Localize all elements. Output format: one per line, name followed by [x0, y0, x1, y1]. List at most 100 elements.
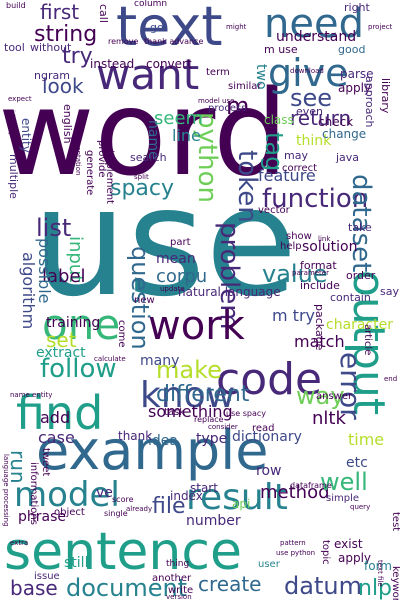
cloud-word: first — [40, 0, 80, 24]
cloud-word: possible — [35, 238, 54, 304]
cloud-word: thank advance — [144, 37, 204, 46]
cloud-word: solution — [302, 239, 358, 255]
cloud-word: might — [226, 23, 247, 31]
cloud-word: make — [156, 356, 222, 384]
cloud-word: instead — [90, 57, 135, 71]
cloud-word: m try — [272, 306, 315, 325]
cloud-word: score — [112, 495, 134, 504]
cloud-word: replace — [194, 415, 224, 424]
cloud-word: form — [364, 559, 392, 573]
cloud-word: order — [346, 269, 376, 282]
cloud-word: function — [262, 184, 369, 214]
cloud-word: try — [62, 44, 93, 69]
cloud-word: single — [104, 509, 128, 518]
cloud-word: part — [170, 237, 191, 248]
cloud-word: remove — [108, 37, 139, 46]
cloud-word: package — [313, 304, 326, 351]
cloud-word: check — [318, 115, 354, 129]
cloud-word: change — [322, 127, 367, 141]
cloud-word: document — [66, 574, 188, 600]
cloud-word: natural language — [178, 285, 281, 299]
cloud-word: extra — [10, 539, 29, 547]
cloud-word: text — [116, 0, 223, 58]
cloud-word: look — [42, 74, 84, 98]
cloud-word: may — [284, 149, 308, 162]
cloud-word: split — [134, 173, 149, 181]
cloud-word: follow — [40, 354, 117, 384]
cloud-word: class — [264, 113, 294, 127]
cloud-word: label — [42, 266, 86, 287]
cloud-word: take — [348, 221, 372, 234]
cloud-word: token — [232, 150, 262, 223]
cloud-word: multiple — [7, 154, 20, 199]
cloud-word: approach — [363, 76, 376, 128]
cloud-word: value — [262, 260, 328, 288]
cloud-word: work — [148, 303, 245, 349]
cloud-word: ngram — [34, 69, 70, 82]
cloud-word: number — [186, 513, 241, 529]
cloud-word: expect — [8, 95, 32, 103]
cloud-word: include — [300, 279, 340, 292]
cloud-word: file — [152, 494, 186, 519]
cloud-word: article — [362, 324, 373, 356]
cloud-word: tool — [4, 41, 25, 54]
cloud-word: api — [232, 497, 251, 511]
cloud-word: mean — [156, 251, 196, 267]
cloud-word: vector — [258, 205, 290, 216]
cloud-word: thank — [118, 429, 153, 443]
cloud-word: text file — [376, 560, 384, 587]
cloud-word: column — [134, 0, 168, 9]
cloud-word: implement — [104, 150, 115, 204]
cloud-word: tweet — [40, 448, 51, 477]
cloud-word: word — [0, 64, 289, 202]
cloud-word: correct — [282, 163, 318, 174]
cloud-word: version — [166, 593, 192, 600]
cloud-word: match — [294, 332, 345, 351]
cloud-word: exist — [334, 537, 363, 551]
cloud-word: pattern — [280, 539, 306, 547]
cloud-word: sentence — [4, 522, 242, 582]
cloud-word: m use — [264, 43, 298, 56]
cloud-word: model — [14, 475, 120, 515]
cloud-word: issue — [34, 571, 60, 582]
cloud-word: idea — [148, 433, 178, 449]
cloud-word: know — [140, 375, 236, 416]
cloud-word: convert — [146, 57, 192, 71]
cloud-word: apply — [338, 551, 372, 565]
cloud-word: library — [379, 78, 392, 114]
cloud-word: dataframe — [290, 481, 332, 490]
cloud-word: example — [36, 419, 269, 482]
cloud-word: spacy — [110, 176, 175, 201]
cloud-word: type — [196, 431, 228, 447]
cloud-word: object — [54, 507, 85, 518]
cloud-word: thing — [166, 559, 190, 569]
cloud-word: link — [318, 235, 331, 243]
cloud-word: extract — [36, 345, 86, 361]
cloud-word: add — [40, 408, 71, 427]
cloud-word: project — [368, 23, 393, 31]
cloud-word: good — [338, 43, 366, 56]
cloud-word: even — [296, 105, 324, 118]
cloud-word: think — [296, 133, 332, 149]
cloud-word: dictionary — [232, 429, 302, 445]
cloud-word: feature — [258, 166, 316, 185]
cloud-word: line — [172, 126, 201, 145]
cloud-word: call — [97, 4, 110, 23]
cloud-word: many — [140, 353, 180, 369]
cloud-word: see — [290, 84, 333, 112]
cloud-word: test — [390, 512, 400, 532]
cloud-word: list — [36, 214, 72, 242]
cloud-word: run — [6, 450, 30, 484]
cloud-word: keyword — [390, 566, 400, 600]
cloud-word: help — [280, 241, 302, 252]
cloud-word: language processing — [2, 454, 10, 527]
cloud-word: parameter — [292, 269, 329, 277]
cloud-word: nlp — [358, 576, 393, 600]
cloud-word: apply — [338, 81, 372, 95]
cloud-word: different — [156, 382, 250, 407]
cloud-word: give — [268, 51, 349, 95]
cloud-word: parse — [340, 67, 374, 81]
cloud-word: build — [6, 1, 26, 10]
cloud-word: training — [46, 315, 101, 331]
